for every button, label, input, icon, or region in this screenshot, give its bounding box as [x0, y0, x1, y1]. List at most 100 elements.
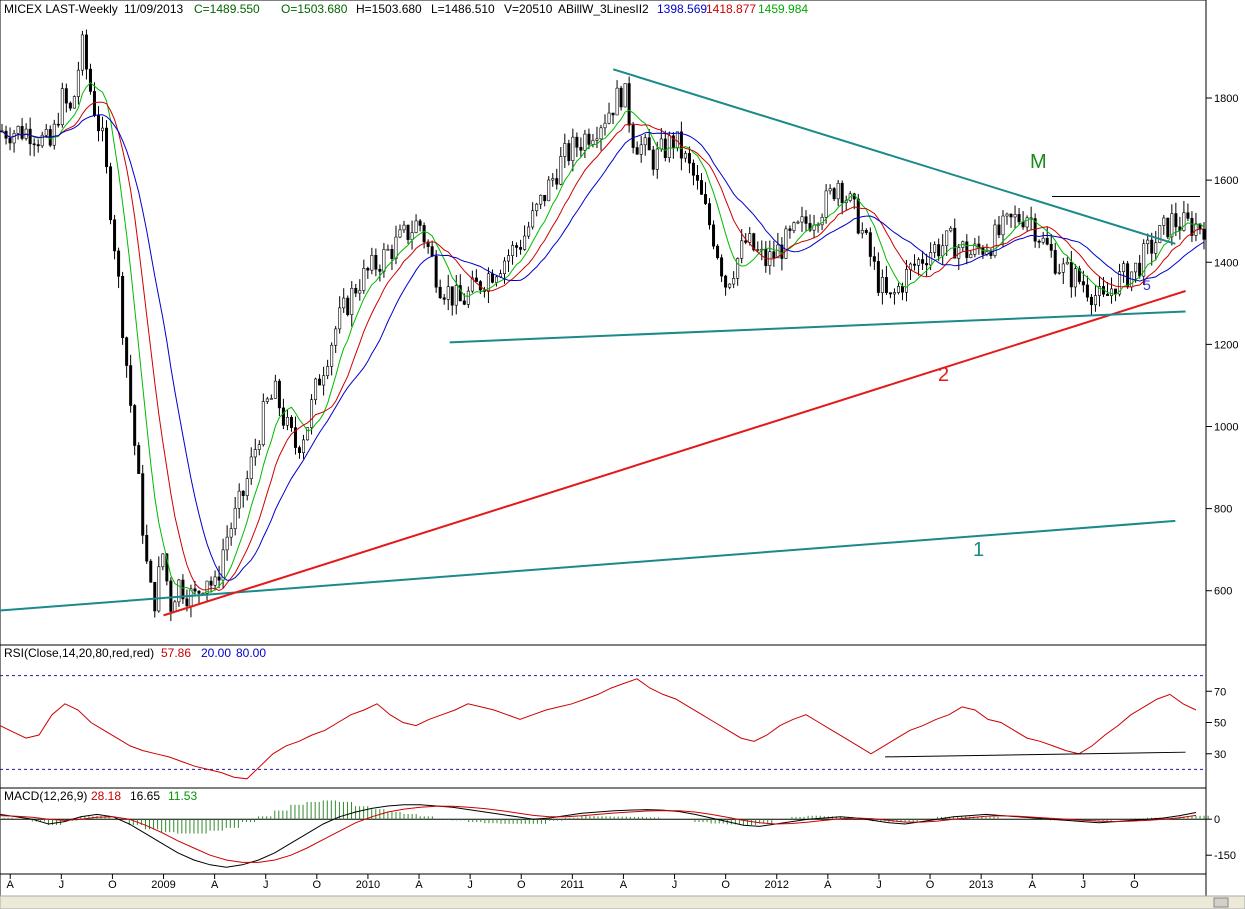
candle-body — [1126, 263, 1130, 288]
candle-body — [486, 273, 490, 292]
candle-body — [503, 260, 507, 274]
candle-body — [704, 194, 708, 204]
candle-body — [748, 233, 752, 243]
candle-body — [832, 188, 836, 200]
macd-header-v1: 28.18 — [91, 789, 121, 803]
candle-body — [36, 144, 40, 147]
candle-body — [1106, 293, 1110, 296]
candle-body — [712, 224, 716, 247]
candle-body — [466, 290, 470, 305]
candle-body — [675, 131, 679, 148]
candle-body — [113, 219, 117, 252]
annotation-1: 1 — [973, 539, 984, 561]
x-tick-label: O — [1130, 879, 1139, 891]
candle-body — [374, 255, 378, 270]
candle-body — [422, 225, 426, 243]
candle-body — [378, 268, 382, 272]
candle-body — [414, 220, 418, 233]
candle-body — [346, 297, 350, 316]
candle-body — [173, 601, 177, 612]
candle-body — [68, 102, 72, 109]
x-tick-label: J — [467, 879, 473, 891]
candle-body — [551, 178, 555, 181]
candle-body — [1061, 263, 1065, 273]
candle-body — [76, 69, 80, 97]
candle-body — [310, 399, 314, 428]
price-panel — [0, 0, 1207, 646]
candle-body — [265, 398, 269, 402]
candle-body — [225, 536, 229, 551]
candle-body — [390, 248, 394, 259]
candle-body — [619, 87, 623, 108]
candle-body — [1170, 213, 1174, 238]
candle-body — [892, 292, 896, 295]
candle-body — [836, 182, 840, 200]
candle-body — [44, 129, 48, 136]
candle-body — [438, 286, 442, 299]
header-indicator: ABillW_3LinesII2 — [558, 2, 649, 16]
header-open: O=1503.680 — [281, 2, 348, 16]
x-tick-label: 2011 — [561, 879, 585, 891]
candle-body — [1081, 281, 1085, 286]
scrollbar-thumb[interactable] — [1213, 897, 1229, 908]
candle-body — [1089, 296, 1093, 306]
candle-body — [64, 88, 68, 104]
candle-body — [913, 263, 917, 266]
candle-body — [724, 275, 728, 288]
candle-body — [297, 447, 301, 454]
macd-line — [0, 804, 1197, 868]
candle-body — [1202, 228, 1206, 240]
candle-body — [1001, 215, 1005, 236]
candle-body — [965, 241, 969, 258]
candle-body — [519, 247, 523, 250]
macd-panel — [0, 787, 1207, 875]
candle-body — [884, 277, 888, 293]
candle-body — [708, 203, 712, 226]
candle-body — [494, 276, 498, 283]
candle-body — [1025, 217, 1029, 228]
candle-body — [398, 229, 402, 238]
candle-body — [1142, 243, 1146, 277]
candle-body — [800, 216, 804, 223]
x-tick-label: A — [7, 879, 15, 891]
candle-body — [1045, 237, 1049, 245]
candle-body — [326, 366, 330, 377]
candle-body — [840, 182, 844, 203]
candle-body — [937, 244, 941, 257]
candle-body — [474, 277, 478, 282]
candle-body — [362, 268, 366, 291]
candle-body — [394, 236, 398, 259]
candle-body — [796, 221, 800, 224]
candle-body — [1069, 261, 1073, 288]
candle-body — [1037, 240, 1041, 243]
price-ytick-label: 1400 — [1214, 257, 1238, 269]
candle-body — [868, 232, 872, 257]
candle-body — [354, 288, 358, 294]
candle-body — [322, 375, 326, 386]
scrollbar[interactable] — [0, 895, 1245, 909]
candle-body — [1190, 218, 1194, 236]
x-tick-label: O — [108, 879, 117, 891]
candle-body — [16, 126, 20, 134]
candle-body — [145, 535, 149, 562]
candle-body — [129, 365, 133, 406]
candle-body — [527, 226, 531, 237]
ma-blue-line — [1, 114, 1205, 581]
candle-body — [410, 232, 414, 240]
candle-body — [756, 249, 760, 251]
candle-body — [583, 133, 587, 151]
candle-body — [515, 245, 519, 248]
candle-body — [969, 254, 973, 258]
candle-body — [728, 283, 732, 288]
candle-body — [1110, 288, 1114, 296]
rsi-header-v2: 20.00 — [201, 646, 231, 660]
x-tick-label: 2012 — [765, 879, 789, 891]
candle-body — [157, 566, 161, 612]
candle-body — [808, 223, 812, 231]
candle-body — [289, 417, 293, 428]
x-tick-label: 2013 — [969, 879, 993, 891]
header-date: 11/09/2013 — [124, 2, 183, 16]
trendline-resistance — [612, 68, 1176, 245]
header-ind-v1: 1398.569 — [657, 2, 707, 16]
candle-body — [197, 590, 201, 594]
